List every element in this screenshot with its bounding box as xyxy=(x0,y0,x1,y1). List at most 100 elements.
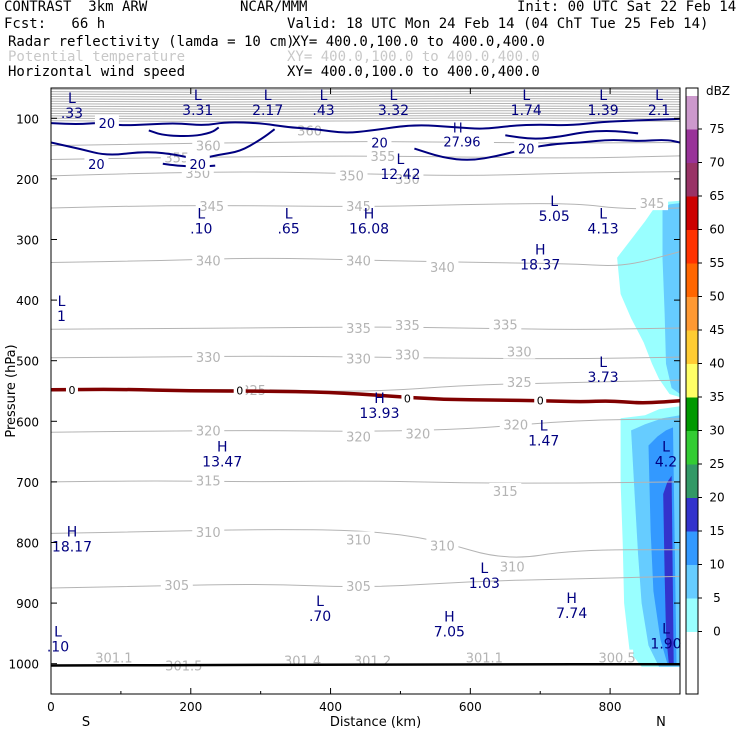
hl-marker-L: L xyxy=(320,88,328,104)
wind-label: 27.96 xyxy=(443,135,480,150)
y-tick-label: 600 xyxy=(16,415,39,429)
colorbar-level-label: 10 xyxy=(709,558,724,572)
hl-marker-L: L xyxy=(264,88,272,104)
wind-label-bg xyxy=(94,115,119,131)
colorbar-level-label: 40 xyxy=(709,357,724,371)
colorbar-level-label: 70 xyxy=(709,156,724,170)
wind-label-bg xyxy=(449,133,494,149)
y-tick-label: 400 xyxy=(16,294,39,308)
theta-label: 310 xyxy=(430,540,455,555)
colorbar-swatch xyxy=(686,598,698,632)
theta-label: 345 xyxy=(640,197,665,212)
theta-label: 310 xyxy=(196,526,221,541)
hl-marker-L: L xyxy=(58,294,66,310)
colorbar-swatch xyxy=(686,62,698,96)
field-wind-speed-xy: XY= 400.0,100.0 to 400.0,400.0 xyxy=(287,64,540,80)
theta-upper-band-line xyxy=(51,110,680,113)
colorbar-swatch xyxy=(686,531,698,565)
theta-upper-band-line xyxy=(51,119,680,122)
y-tick-label: 100 xyxy=(16,112,39,126)
theta-label-bg xyxy=(342,350,375,366)
theta-label-bg xyxy=(366,147,399,163)
hl-value: 12.42 xyxy=(380,167,420,183)
colorbar-level-label: 75 xyxy=(709,122,724,136)
hl-marker-L: L xyxy=(54,624,62,640)
hl-value: 1.39 xyxy=(588,103,619,119)
hl-value: 18.37 xyxy=(520,258,560,274)
hl-value: .65 xyxy=(277,221,299,237)
hl-value: 3.73 xyxy=(588,370,619,386)
hl-marker-H: H xyxy=(535,243,546,259)
theta-label: 340 xyxy=(196,255,221,270)
colorbar-level-label: 20 xyxy=(709,491,724,505)
theta-label: 345 xyxy=(346,200,371,215)
hl-value: 2.17 xyxy=(252,103,283,119)
hl-marker-H: H xyxy=(67,524,78,540)
hl-value: 2.1 xyxy=(648,103,670,119)
colorbar-level-label: 25 xyxy=(709,457,724,471)
zero-label-bg xyxy=(401,391,414,405)
theta-upper-band-line xyxy=(51,112,680,115)
colorbar-level-label: 5 xyxy=(713,591,721,605)
wind-contour-20 xyxy=(505,129,639,140)
theta-label: 330 xyxy=(507,346,532,361)
theta-upper-band-line xyxy=(51,107,680,110)
hl-value: .43 xyxy=(312,103,334,119)
hl-marker-L: L xyxy=(390,88,398,104)
theta-upper-band-line xyxy=(51,105,680,108)
hl-marker-L: L xyxy=(397,152,405,168)
high-low-markers: L.33L3.31L2.17L.43L3.32L1.74L1.39L2.1L12… xyxy=(47,88,682,655)
colorbar-level-label: 30 xyxy=(709,424,724,438)
theta-contour-335 xyxy=(51,326,680,330)
hl-marker-H: H xyxy=(217,440,228,456)
zero-label: 0 xyxy=(236,384,243,397)
colorbar-swatch xyxy=(686,297,698,331)
zero-label-bg xyxy=(65,382,78,396)
field-potential-temp-xy: XY= 400.0,100.0 to 400.0,400.0 xyxy=(287,49,540,65)
theta-label-bg xyxy=(391,346,424,362)
theta-label: 310 xyxy=(346,533,371,548)
x-tick-label: 600 xyxy=(459,700,482,714)
zero-label: 0 xyxy=(537,395,544,408)
theta-label-bg xyxy=(499,416,532,432)
theta-upper-band-line xyxy=(51,100,680,103)
hl-marker-L: L xyxy=(68,91,76,107)
y-tick-label: 800 xyxy=(16,537,39,551)
field-potential-temp: Potential temperature xyxy=(8,49,186,65)
hl-marker-L: L xyxy=(194,88,202,104)
hl-value: 3.32 xyxy=(378,103,409,119)
colorbar-swatch xyxy=(686,129,698,163)
zero-label: 0 xyxy=(68,384,75,397)
theta-label-bg xyxy=(426,258,459,274)
theta-label-bg xyxy=(426,537,459,553)
colorbar-swatch xyxy=(686,464,698,498)
hl-marker-L: L xyxy=(662,621,670,637)
reflectivity-area-10dbz xyxy=(662,203,680,394)
hl-value: 1.03 xyxy=(469,576,500,592)
theta-label: 301.1 xyxy=(95,652,132,667)
hl-value: 1 xyxy=(57,309,66,325)
theta-label-bg xyxy=(468,649,501,665)
field-reflectivity: Radar reflectivity (lamda = 10 cm) xyxy=(8,34,295,50)
hl-value: 1.74 xyxy=(511,103,542,119)
wind-label-bg xyxy=(84,155,109,171)
x-tick-label: 200 xyxy=(179,700,202,714)
hl-marker-L: L xyxy=(655,88,663,104)
x-tick-label: 800 xyxy=(599,700,622,714)
reflectivity-area-20dbz xyxy=(663,475,674,664)
valid-time: Valid: 18 UTC Mon 24 Feb 14 (04 ChT Tue … xyxy=(287,16,709,32)
theta-label: 360 xyxy=(196,140,221,155)
zero-label: 0 xyxy=(404,392,411,405)
theta-upper-band-line xyxy=(51,88,680,91)
x-tick-label: 0 xyxy=(47,700,55,714)
x-tick-label: 400 xyxy=(319,700,342,714)
colorbar-level-label: 65 xyxy=(709,189,724,203)
theta-label-bg xyxy=(342,319,375,335)
theta-label-bg xyxy=(192,472,225,488)
hl-marker-H: H xyxy=(374,391,385,407)
theta-label-bg xyxy=(391,316,424,332)
colorbar-level-label: 45 xyxy=(709,323,724,337)
hl-value: 7.05 xyxy=(434,624,465,640)
theta-label: 301.1 xyxy=(466,652,503,667)
